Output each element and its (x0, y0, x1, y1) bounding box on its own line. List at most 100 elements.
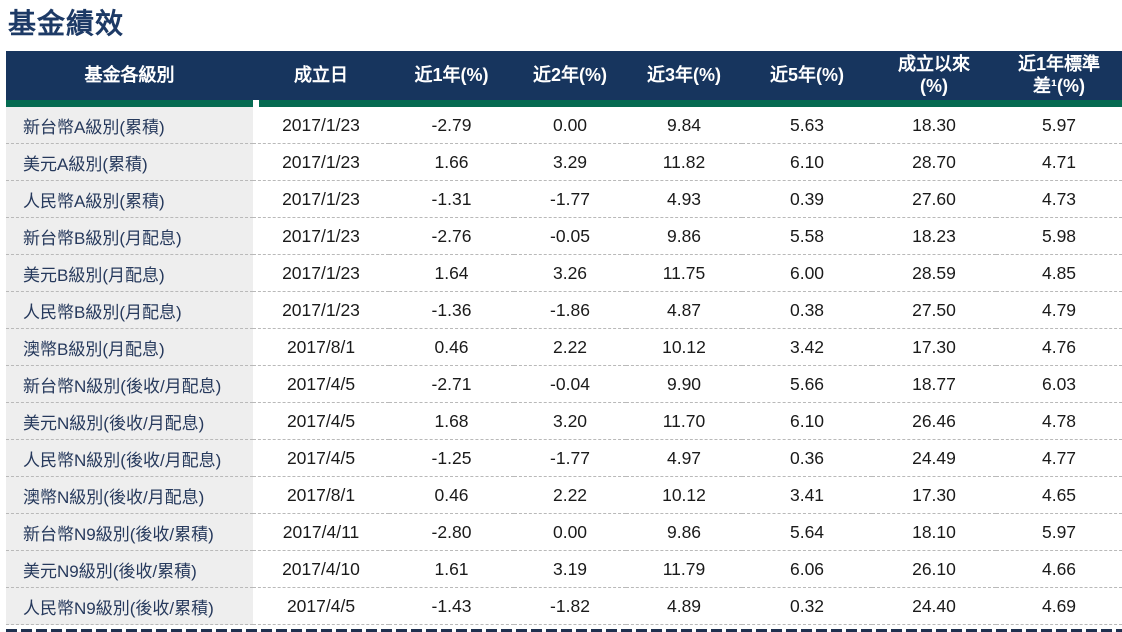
return-5y-cell: 3.41 (742, 477, 872, 514)
inception-date-cell: 2017/1/23 (253, 292, 389, 329)
return-3y-cell: 10.12 (626, 329, 742, 366)
stddev-1y-cell: 4.78 (996, 403, 1122, 440)
fund-class-cell: 美元B級別(月配息) (6, 255, 253, 292)
header-accent-bar-right (259, 100, 1122, 107)
return-3y-cell: 9.90 (626, 366, 742, 403)
return-2y-cell: 2.22 (514, 477, 626, 514)
return-5y-cell: 6.00 (742, 255, 872, 292)
return-2y-cell: 3.19 (514, 551, 626, 588)
return-3y-cell: 9.86 (626, 218, 742, 255)
return-1y-cell: -1.36 (389, 292, 514, 329)
since-inception-cell: 28.59 (872, 255, 996, 292)
return-1y-cell: -1.31 (389, 181, 514, 218)
return-3y-cell: 4.97 (626, 440, 742, 477)
return-2y-cell: -0.04 (514, 366, 626, 403)
stddev-1y-cell: 4.69 (996, 588, 1122, 625)
col-header-return-3y: 近3年(%) (626, 51, 742, 100)
stddev-1y-cell: 6.03 (996, 366, 1122, 403)
return-3y-cell: 10.12 (626, 477, 742, 514)
return-5y-cell: 0.39 (742, 181, 872, 218)
stddev-1y-cell: 4.76 (996, 329, 1122, 366)
fund-class-cell: 美元A級別(累積) (6, 144, 253, 181)
return-3y-cell: 9.84 (626, 107, 742, 144)
stddev-1y-cell: 4.71 (996, 144, 1122, 181)
return-2y-cell: 3.20 (514, 403, 626, 440)
return-2y-cell: 0.00 (514, 514, 626, 551)
inception-date-cell: 2017/4/11 (253, 514, 389, 551)
inception-date-cell: 2017/4/10 (253, 551, 389, 588)
since-inception-cell: 18.77 (872, 366, 996, 403)
return-5y-cell: 5.66 (742, 366, 872, 403)
inception-date-cell: 2017/4/5 (253, 440, 389, 477)
fund-class-cell: 新台幣B級別(月配息) (6, 218, 253, 255)
return-1y-cell: 1.61 (389, 551, 514, 588)
since-inception-cell: 26.10 (872, 551, 996, 588)
inception-date-cell: 2017/4/5 (253, 403, 389, 440)
inception-date-cell: 2017/1/23 (253, 144, 389, 181)
fund-class-cell: 新台幣A級別(累積) (6, 107, 253, 144)
inception-date-cell: 2017/1/23 (253, 181, 389, 218)
return-5y-cell: 0.36 (742, 440, 872, 477)
since-inception-cell: 24.40 (872, 588, 996, 625)
since-inception-cell: 18.23 (872, 218, 996, 255)
return-3y-cell: 11.82 (626, 144, 742, 181)
col-header-return-5y: 近5年(%) (742, 51, 872, 100)
inception-date-cell: 2017/1/23 (253, 107, 389, 144)
page-title: 基金績效 (8, 8, 125, 39)
return-3y-cell: 4.93 (626, 181, 742, 218)
stddev-1y-cell: 4.73 (996, 181, 1122, 218)
fund-class-cell: 新台幣N級別(後收/月配息) (6, 366, 253, 403)
stddev-1y-cell: 4.85 (996, 255, 1122, 292)
since-inception-cell: 17.30 (872, 477, 996, 514)
return-3y-cell: 4.87 (626, 292, 742, 329)
stddev-1y-cell: 5.97 (996, 514, 1122, 551)
return-1y-cell: 0.46 (389, 329, 514, 366)
stddev-1y-cell: 4.79 (996, 292, 1122, 329)
return-2y-cell: -0.05 (514, 218, 626, 255)
since-inception-cell: 28.70 (872, 144, 996, 181)
fund-class-cell: 美元N級別(後收/月配息) (6, 403, 253, 440)
col-header-fund-class: 基金各級別 (6, 51, 253, 100)
return-3y-cell: 4.89 (626, 588, 742, 625)
return-1y-cell: 0.46 (389, 477, 514, 514)
return-1y-cell: -1.43 (389, 588, 514, 625)
return-3y-cell: 11.75 (626, 255, 742, 292)
return-5y-cell: 5.58 (742, 218, 872, 255)
col-header-inception-date: 成立日 (253, 51, 389, 100)
col-header-since-inception: 成立以來 (%) (872, 51, 996, 100)
return-1y-cell: -1.25 (389, 440, 514, 477)
return-1y-cell: -2.71 (389, 366, 514, 403)
fund-class-cell: 澳幣B級別(月配息) (6, 329, 253, 366)
return-1y-cell: -2.76 (389, 218, 514, 255)
return-3y-cell: 11.79 (626, 551, 742, 588)
inception-date-cell: 2017/1/23 (253, 255, 389, 292)
stddev-1y-cell: 4.66 (996, 551, 1122, 588)
stddev-1y-cell: 4.65 (996, 477, 1122, 514)
return-5y-cell: 0.32 (742, 588, 872, 625)
return-5y-cell: 6.10 (742, 403, 872, 440)
return-5y-cell: 6.06 (742, 551, 872, 588)
return-1y-cell: 1.68 (389, 403, 514, 440)
return-5y-cell: 3.42 (742, 329, 872, 366)
inception-date-cell: 2017/1/23 (253, 218, 389, 255)
inception-date-cell: 2017/4/5 (253, 366, 389, 403)
fund-class-cell: 人民幣N級別(後收/月配息) (6, 440, 253, 477)
since-inception-cell: 26.46 (872, 403, 996, 440)
inception-date-cell: 2017/4/5 (253, 588, 389, 625)
since-inception-cell: 27.50 (872, 292, 996, 329)
stddev-1y-cell: 4.77 (996, 440, 1122, 477)
fund-class-cell: 美元N9級別(後收/累積) (6, 551, 253, 588)
return-2y-cell: 3.29 (514, 144, 626, 181)
return-2y-cell: -1.82 (514, 588, 626, 625)
since-inception-cell: 24.49 (872, 440, 996, 477)
return-2y-cell: -1.77 (514, 440, 626, 477)
header-accent-bar-left (6, 100, 253, 107)
return-2y-cell: 0.00 (514, 107, 626, 144)
return-5y-cell: 5.63 (742, 107, 872, 144)
since-inception-cell: 18.10 (872, 514, 996, 551)
return-2y-cell: -1.77 (514, 181, 626, 218)
since-inception-cell: 27.60 (872, 181, 996, 218)
fund-class-cell: 人民幣A級別(累積) (6, 181, 253, 218)
col-header-return-2y: 近2年(%) (514, 51, 626, 100)
